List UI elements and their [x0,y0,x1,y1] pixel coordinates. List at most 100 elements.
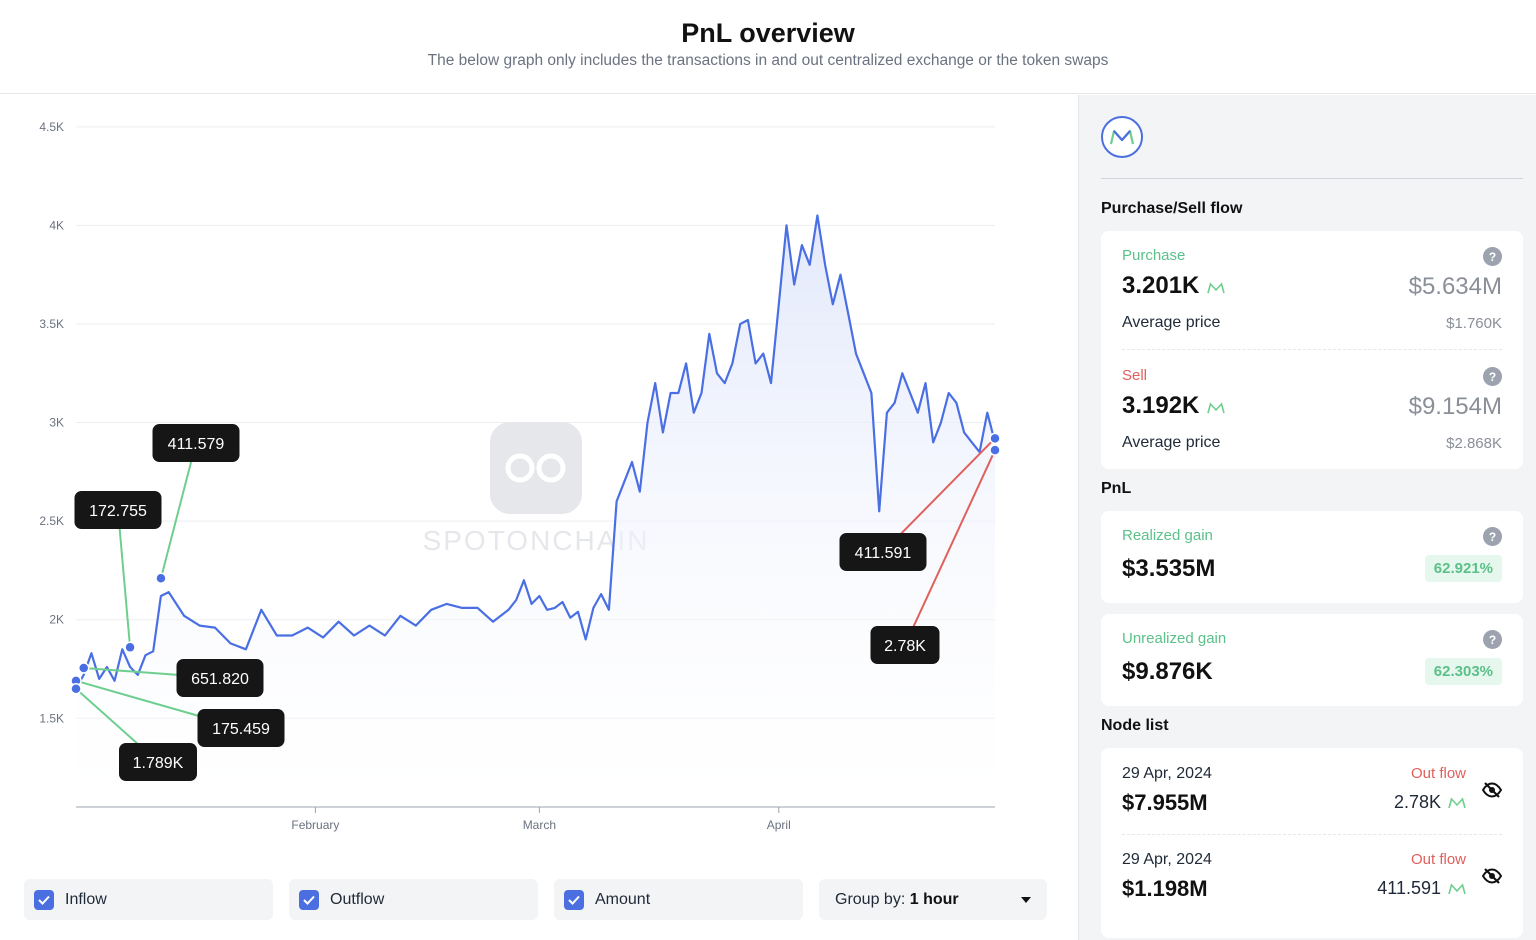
realized-gain-value: $3.535M [1122,555,1216,582]
unrealized-gain-label: Unrealized gain [1122,630,1227,647]
inflow-toggle[interactable]: Inflow [24,879,273,920]
chevron-down-icon [1021,896,1031,903]
group-by-select[interactable]: Group by: 1 hour [819,879,1047,920]
y-tick-label: 2K [49,613,64,627]
node-list-card: 29 Apr, 2024 $7.955M Out flow 2.78K 29 A… [1101,748,1523,938]
sell-amount-row: 3.192K [1122,392,1226,420]
amount-toggle[interactable]: Amount [554,879,803,920]
token-logo-icon [1101,116,1143,158]
realized-gain-pct: 62.921% [1424,555,1502,582]
token-icon [1448,882,1466,894]
help-icon[interactable]: ? [1483,630,1502,649]
amount-label: Amount [595,890,651,908]
callout-label: 1.789K [133,755,184,772]
pnl-chart: SPOTONCHAIN 1.5K 2K 2.5K 3K 3.5K 4K 4.5K Februa… [0,95,1078,940]
x-tick-label: February [291,818,339,832]
outflow-label: Outflow [330,890,385,908]
check-icon [38,895,50,905]
purchase-amount-row: 3.201K [1122,272,1226,300]
callout-box [870,626,940,664]
group-by-label: Group by: [835,890,906,908]
x-tick-label: March [523,818,556,832]
sell-avg-label: Average price [1122,434,1221,451]
token-icon [1448,796,1466,808]
node-point [70,682,82,695]
outflow-toggle[interactable]: Outflow [289,879,538,920]
callout-label: 175.459 [212,721,270,738]
eye-off-icon[interactable] [1482,782,1502,798]
y-tick-label: 3K [49,416,64,430]
watermark-logo-ring-left [505,453,535,483]
help-icon[interactable]: ? [1483,367,1502,386]
y-tick-label: 4K [49,218,64,232]
y-tick-label: 1.5K [39,711,64,725]
y-tick-label: 4.5K [39,120,64,134]
callout-box [119,743,197,781]
pnl-title: PnL [1101,480,1132,497]
page-header: PnL overview The below graph only includ… [0,0,1536,94]
unrealized-gain-card: Unrealized gain ? $9.876K 62.303% [1101,614,1523,706]
sidebar-panel: Purchase/Sell flow Purchase ? 3.201K $5.… [1078,95,1536,940]
token-icon [1207,402,1226,414]
node-point [989,444,1001,456]
callout-box [839,533,927,571]
node-date: 29 Apr, 2024 [1122,765,1212,782]
callout-leader [904,449,996,646]
node-list-item[interactable]: 29 Apr, 2024 $1.198M Out flow 411.591 [1101,834,1523,920]
callout-box [176,659,264,697]
card-separator [1122,834,1502,835]
token-m-glyph [1109,129,1135,145]
node-date: 29 Apr, 2024 [1122,851,1212,868]
callout-box [197,709,285,747]
callout-box [74,491,162,529]
callout-leader [159,442,197,579]
node-point [989,432,1001,445]
help-icon[interactable]: ? [1483,247,1502,266]
purchase-amount: 3.201K [1122,272,1200,299]
sell-label: Sell [1122,367,1148,384]
node-list-title: Node list [1101,717,1169,734]
watermark-logo-icon [490,422,582,514]
check-icon [303,895,315,905]
callout-label: 411.591 [855,545,912,562]
amount-checkbox[interactable] [564,889,584,910]
eye-off-icon[interactable] [1482,868,1502,884]
watermark-text: SPOTONCHAIN [423,525,650,556]
series-line [75,214,997,690]
y-tick-label: 2.5K [39,514,64,528]
check-icon [568,895,580,905]
node-list-item[interactable]: 29 Apr, 2024 $7.955M Out flow 2.78K [1101,748,1523,834]
callout-label: 2.78K [884,638,926,655]
help-icon[interactable]: ? [1483,527,1502,546]
y-tick-label: 3.5K [39,317,64,331]
sidebar-divider [1101,178,1523,179]
purchase-label: Purchase [1122,247,1186,264]
watermark-logo-ring-right [536,453,566,483]
node-amount: 2.78K [1393,792,1441,812]
callout-box [152,424,240,462]
node-amount-row: 411.591 [1377,878,1466,899]
node-amount: 411.591 [1377,878,1441,898]
callout-label: 411.579 [168,436,225,453]
purchase-usd: $5.634M [1408,273,1502,300]
watermark: SPOTONCHAIN [423,422,650,556]
inflow-label: Inflow [65,890,107,908]
group-by-text: Group by: 1 hour [835,891,959,909]
page-subtitle: The below graph only includes the transa… [427,52,1109,69]
chart-svg: SPOTONCHAIN 1.5K 2K 2.5K 3K 3.5K 4K 4.5K Februa… [39,120,1001,832]
purchase-avg-label: Average price [1122,314,1221,331]
page-title: PnL overview [681,18,855,48]
callout-leader [117,509,132,648]
inflow-checkbox[interactable] [34,889,54,910]
purchase-sell-title: Purchase/Sell flow [1101,200,1243,217]
sell-avg-value: $2.868K [1446,435,1502,452]
node-flow-type: Out flow [1410,765,1466,782]
node-point [124,641,136,654]
node-point [77,662,90,674]
purchase-avg-value: $1.760K [1446,315,1502,332]
token-icon [1207,282,1226,294]
unrealized-gain-value: $9.876K [1122,658,1213,685]
sell-amount: 3.192K [1122,392,1200,419]
node-usd: $1.198M [1122,876,1208,901]
outflow-checkbox[interactable] [299,889,319,910]
